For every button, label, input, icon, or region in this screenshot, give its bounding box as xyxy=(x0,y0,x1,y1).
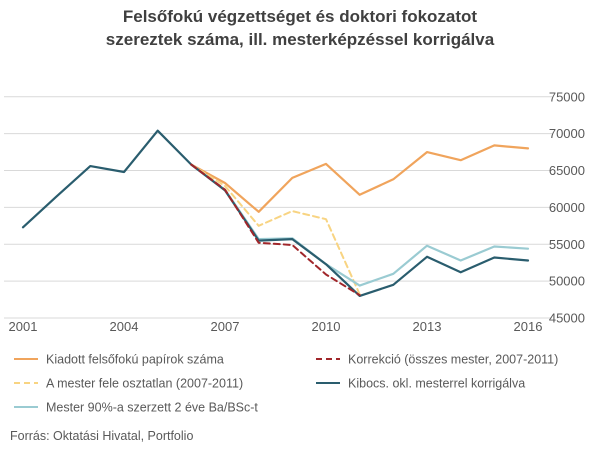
legend-entry: Korrekció (összes mester, 2007-2011) xyxy=(348,353,558,367)
chart-title: Felsőfokú végzettséget és doktori fokoza… xyxy=(106,7,495,49)
series-line-2 xyxy=(190,163,361,297)
gridlines xyxy=(4,96,552,319)
x-tick-label: 2010 xyxy=(312,319,341,334)
series-line-1 xyxy=(190,144,530,213)
legend: Kiadott felsőfokú papírok száma Korrekció… xyxy=(14,353,558,415)
chart-title-line-1: Felsőfokú végzettséget és doktori fokoza… xyxy=(123,7,478,26)
series-line-5 xyxy=(190,163,530,287)
x-tick-label: 2001 xyxy=(9,319,38,334)
y-tick-label: 70000 xyxy=(549,126,585,141)
x-tick-label: 2013 xyxy=(413,319,442,334)
series-lines xyxy=(21,129,530,297)
legend-entry: Mester 90%-a szerzett 2 éve Ba/BSc-t xyxy=(46,401,258,415)
x-tick-label: 2004 xyxy=(110,319,139,334)
y-tick-label: 75000 xyxy=(549,89,585,104)
legend-entry: Kibocs. okl. mesterrel korrigálva xyxy=(348,377,525,391)
source-note: Forrás: Oktatási Hivatal, Portfolio xyxy=(10,429,193,443)
x-tick-label: 2016 xyxy=(514,319,543,334)
x-axis-tick-labels: 2001 2004 2007 2010 2013 2016 xyxy=(9,319,543,334)
series-line-4 xyxy=(21,129,530,297)
y-tick-label: 45000 xyxy=(549,311,585,326)
y-tick-label: 65000 xyxy=(549,163,585,178)
y-axis-tick-labels: 75000 70000 65000 60000 55000 50000 45000 xyxy=(549,89,585,325)
y-tick-label: 55000 xyxy=(549,237,585,252)
y-tick-label: 50000 xyxy=(549,274,585,289)
series-line-3 xyxy=(190,163,361,296)
legend-entry: Kiadott felsőfokú papírok száma xyxy=(46,353,224,367)
y-tick-label: 60000 xyxy=(549,200,585,215)
chart-title-line-2: szereztek száma, ill. mesterképzéssel ko… xyxy=(106,30,495,49)
legend-entry: A mester fele osztatlan (2007-2011) xyxy=(46,377,243,391)
x-tick-label: 2007 xyxy=(211,319,240,334)
